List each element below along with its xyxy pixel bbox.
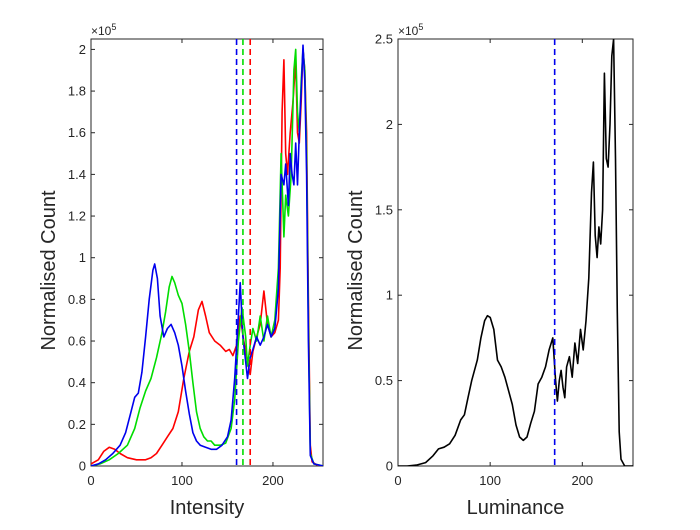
- intensity-ytick-label: 1.4: [68, 167, 86, 182]
- intensity-xtick-label: 0: [87, 473, 94, 488]
- luminance-series-line-0: [398, 39, 633, 466]
- luminance-ytick-label: 1: [386, 288, 393, 303]
- luminance-ytick-label: 2: [386, 117, 393, 132]
- intensity-axes-box: [90, 38, 324, 467]
- intensity-x-axis-label: Intensity: [170, 497, 244, 519]
- intensity-series-line-0: [91, 48, 323, 466]
- luminance-ytick-label: 2.5: [375, 32, 393, 47]
- luminance-xtick-label: 0: [394, 473, 401, 488]
- luminance-y-exponent-label: ×105: [398, 22, 423, 38]
- luminance-x-axis-label: Luminance: [467, 497, 565, 519]
- luminance-y-exponent-power: 5: [418, 22, 423, 32]
- intensity-ytick-label: 0.4: [68, 375, 86, 390]
- intensity-histogram-panel: 0 0.2 0.4 0.6 0.8 1 1.2 1.4 1.6 1.8 2 0 100 200 ×105 In…: [38, 22, 324, 519]
- luminance-ytick-label: 0.5: [375, 373, 393, 388]
- intensity-ytick-label: 1.8: [68, 84, 86, 99]
- intensity-ytick-label: 0.2: [68, 417, 86, 432]
- intensity-y-exponent-power: 5: [111, 22, 116, 32]
- intensity-ytick-label: 0.8: [68, 292, 86, 307]
- intensity-series-line-1: [91, 48, 323, 466]
- luminance-xtick-label: 100: [479, 473, 501, 488]
- intensity-ytick-label: 0: [79, 459, 86, 474]
- intensity-ytick-label: 1.6: [68, 125, 86, 140]
- luminance-y-axis-label: Normalised Count: [345, 190, 367, 351]
- intensity-y-axis-label: Normalised Count: [38, 190, 60, 351]
- luminance-ytick-label: 0: [386, 459, 393, 474]
- intensity-ytick-label: 1: [79, 250, 86, 265]
- intensity-ytick-label: 0.6: [68, 334, 86, 349]
- luminance-histogram-panel: 0 0.5 1 1.5 2 2.5 0 100 200 ×105 Luminance Normalis…: [345, 22, 634, 519]
- intensity-ytick-label: 2: [79, 42, 86, 57]
- intensity-xtick-label: 100: [171, 473, 193, 488]
- luminance-xtick-label: 200: [571, 473, 593, 488]
- intensity-xtick-label: 200: [262, 473, 284, 488]
- intensity-ytick-label: 1.2: [68, 209, 86, 224]
- intensity-series-line-2: [91, 44, 323, 466]
- luminance-ytick-label: 1.5: [375, 202, 393, 217]
- luminance-axes-box: [397, 38, 634, 467]
- intensity-y-exponent-label: ×105: [91, 22, 116, 38]
